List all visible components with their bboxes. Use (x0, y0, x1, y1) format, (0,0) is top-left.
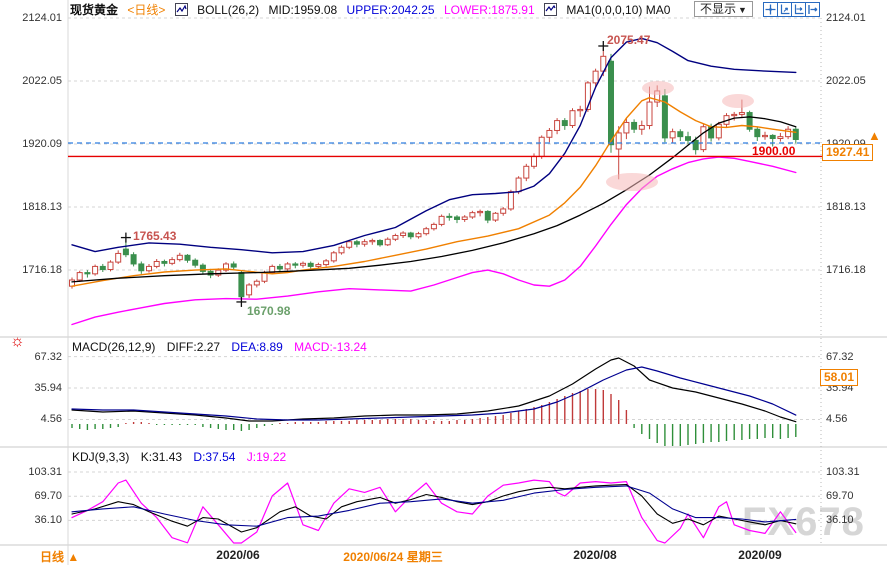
kdj-name: KDJ(9,3,3) (72, 450, 130, 464)
crosshair-tool-button[interactable] (763, 2, 778, 17)
kdj-k-value: K:31.43 (140, 450, 183, 464)
right-axis-label: 103.31 (826, 466, 860, 478)
kdj-pane-header: KDJ(9,3,3) K:31.43 D:37.54 J:19.22 (72, 450, 294, 464)
x-axis-zoom-button[interactable] (791, 2, 806, 17)
boll-lower-value: LOWER:1875.91 (443, 2, 535, 17)
chart-header: 现货黄金 <日线> BOLL(26,2) MID:1959.08 UPPER:2… (70, 1, 676, 18)
right-axis-label: 1818.13 (826, 201, 866, 214)
left-axis-label: 2022.05 (22, 75, 62, 87)
date-tick-august: 2020/08 (573, 548, 617, 562)
indicator-chart-icon (544, 3, 557, 16)
right-axis-label: 36.10 (826, 514, 854, 527)
ma-label: MA1(0,0,0,10) MA0 (566, 2, 671, 17)
high-price-label: 2075.47 (607, 33, 651, 47)
display-mode-label: 不显示 (700, 2, 737, 16)
left-axis-label: 1818.13 (22, 201, 62, 214)
x-axis-zoom-icon (794, 4, 804, 15)
macd-dea-value: DEA:8.89 (231, 340, 283, 354)
macd-pane-header: MACD(26,12,9) DIFF:2.27 DEA:8.89 MACD:-1… (72, 340, 375, 354)
left-axis-label: 35.94 (34, 382, 62, 395)
last-price-box: 1927.41 (822, 144, 874, 161)
date-tick-june: 2020/06 (216, 548, 260, 562)
left-axis-label: 69.70 (34, 490, 62, 503)
goto-latest-button[interactable] (805, 2, 820, 17)
crosshair-date-label: 2020/06/24 星期三 (343, 550, 443, 564)
crosshair-icon (765, 4, 776, 15)
right-axis-label: 67.32 (826, 350, 854, 363)
left-axis-label: 1920.09 (22, 138, 62, 150)
scroll-up-arrow-icon[interactable]: ▲ (868, 128, 881, 143)
boll-mid-value: MID:1959.08 (268, 2, 338, 17)
right-axis-label: 2022.05 (826, 75, 866, 87)
macd-diff-value: DIFF:2.27 (166, 340, 221, 354)
left-axis-label: 67.32 (34, 350, 62, 363)
period-tag[interactable]: <日线> (127, 3, 166, 17)
low-price-label: 1670.98 (247, 304, 291, 318)
period-label: 日线 (40, 550, 65, 564)
kdj-j-value: J:19.22 (246, 450, 287, 464)
display-mode-dropdown[interactable]: 不显示 ▼ (694, 1, 753, 17)
y-axis-zoom-icon (780, 4, 790, 15)
right-axis-label: 2124.01 (826, 12, 866, 24)
may-high-price-label: 1765.43 (133, 229, 177, 243)
right-axis-label: 4.56 (826, 413, 848, 426)
right-axis-label: 69.70 (826, 490, 854, 503)
sun-tool-icon[interactable]: ☼ (10, 333, 25, 350)
left-axis-label: 1716.18 (22, 264, 62, 277)
triangle-up-icon: ▲ (67, 550, 80, 564)
chevron-down-icon: ▼ (738, 5, 747, 15)
left-axis-label: 36.10 (34, 514, 62, 527)
symbol-name: 现货黄金 (70, 3, 119, 17)
right-axis-label: 1716.18 (826, 264, 866, 277)
y-axis-zoom-button[interactable] (777, 2, 792, 17)
macd-name: MACD(26,12,9) (72, 340, 156, 354)
goto-latest-icon (808, 5, 818, 14)
hline-price-label: 1900.00 (752, 144, 796, 158)
indicator-chart-icon (174, 3, 188, 16)
boll-upper-value: UPPER:2042.25 (346, 2, 435, 17)
macd-crosshair-box: 58.01 (820, 369, 859, 386)
left-axis-label: 103.31 (28, 466, 62, 478)
left-axis-label: 2124.01 (22, 12, 62, 24)
date-tick-september: 2020/09 (738, 548, 782, 562)
kdj-d-value: D:37.54 (193, 450, 236, 464)
macd-macd-value: MACD:-13.24 (294, 340, 367, 354)
period-selector[interactable]: 日线 ▲ (40, 548, 79, 565)
boll-label: BOLL(26,2) (197, 2, 260, 17)
left-axis-label: 4.56 (40, 413, 62, 426)
